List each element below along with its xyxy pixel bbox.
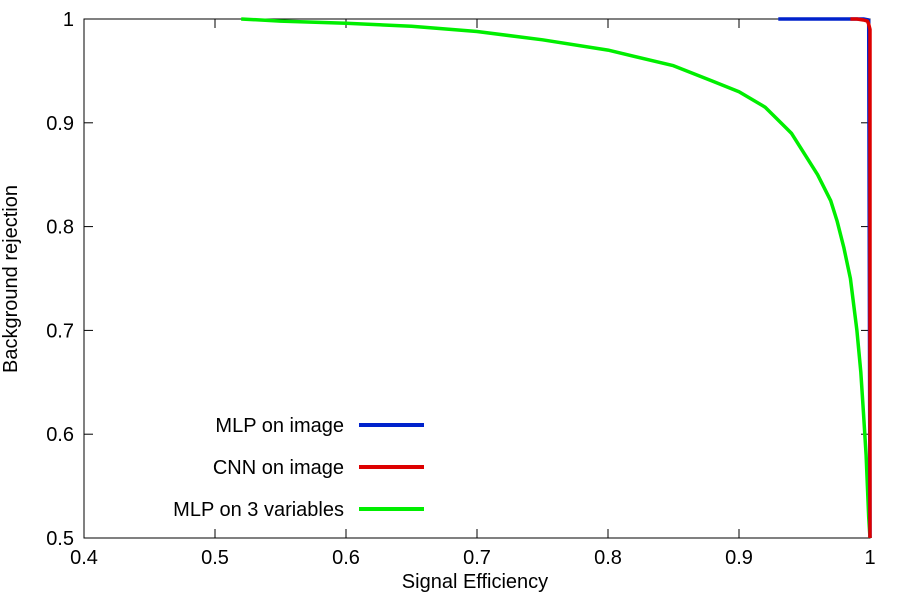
x-tick-label: 0.5 xyxy=(201,547,229,569)
x-tick-label: 0.8 xyxy=(594,547,622,569)
plot-frame xyxy=(83,18,871,539)
legend: MLP on image CNN on image MLP on 3 variabl… xyxy=(173,415,424,521)
x-axis-label: Signal Efficiency xyxy=(402,571,548,593)
x-tick-label: 0.9 xyxy=(725,547,753,569)
series-line-1 xyxy=(850,17,872,538)
x-tick-label: 0.7 xyxy=(463,547,491,569)
series-lines xyxy=(241,17,872,539)
legend-label: CNN on image xyxy=(213,457,344,479)
tick-marks xyxy=(83,18,871,539)
y-tick-label: 0.7 xyxy=(46,320,74,342)
tick-labels: 0.4 0.5 0.6 0.7 0.8 0.9 10.50.60.70.80.91 xyxy=(46,9,875,569)
y-tick-label: 0.6 xyxy=(46,424,74,446)
series-line-0 xyxy=(778,17,872,539)
y-tick-label: 1 xyxy=(63,9,74,31)
y-tick-label: 0.9 xyxy=(46,113,74,135)
y-tick-label: 0.8 xyxy=(46,217,74,239)
x-tick-label: 0.4 xyxy=(70,547,98,569)
x-tick-label: 0.6 xyxy=(332,547,360,569)
legend-label: MLP on 3 variables xyxy=(173,499,344,521)
y-axis-label: Background rejection xyxy=(0,185,22,373)
legend-label: MLP on image xyxy=(215,415,344,437)
series-line-2 xyxy=(241,17,872,539)
y-tick-label: 0.5 xyxy=(46,528,74,550)
x-tick-label: 1 xyxy=(864,547,875,569)
